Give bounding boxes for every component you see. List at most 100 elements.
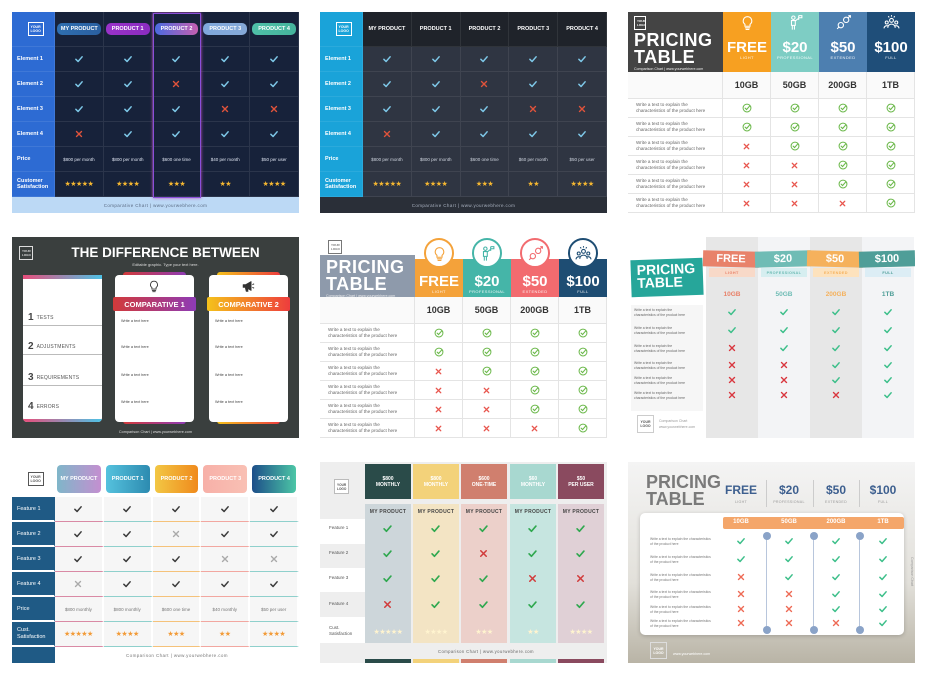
storage-value: 1TB [877,519,889,525]
matrix-cell [463,419,511,438]
cross-icon [171,529,181,539]
cross-icon [736,572,746,582]
tier-ribbon[interactable]: $100 [858,250,915,268]
divider [23,385,102,386]
matrix-cell [723,99,771,118]
template-card-column-comparison[interactable]: YOUR LOGO $800 MONTHLY MY PRODUCT ★★★★★ $800 M… [320,462,607,663]
bottom-strip [510,659,556,663]
tier-header[interactable]: FREE LIGHT [415,237,463,297]
check-icon [883,375,893,385]
product-name-pill[interactable]: PRODUCT 1 [105,465,150,493]
circle-check-icon [578,328,588,338]
template-card-pricing-table-circles[interactable]: PRICING TABLE Comparison Chart | www.yourw… [320,237,607,438]
product-name-pill[interactable]: PRODUCT 1 [105,23,150,35]
template-card-pricing-table-dark[interactable]: YOUR LOGO PRICING TABLE Comparison Chart | … [628,12,915,213]
product-name-pill[interactable]: MY PRODUCT [56,23,101,35]
price-header[interactable]: $60 MONTHLY [510,464,556,499]
tier-header[interactable]: $20 PROFESSIONAL [771,12,819,72]
template-card-difference-between[interactable]: YOUR LOGO THE DIFFERENCE BETWEEN Editable … [12,237,299,438]
product-name[interactable]: PRODUCT 3 [517,26,550,32]
matrix-cell [250,47,299,72]
template-card-pricing-table-ribbons[interactable]: FREE LIGHT 10GB $20 PROFESSIONAL 50GB $50 EXTEN… [628,237,915,438]
product-name-pill[interactable]: PRODUCT 3 [203,465,248,493]
storage-value: 10GB [734,80,759,90]
product-name-pill[interactable]: MY PRODUCT [56,465,101,493]
template-card-light-comparison[interactable]: YOUR LOGO MY PRODUCT PRODUCT 1 PRODUCT 2 PRO… [12,462,299,663]
check-icon [73,504,83,514]
matrix-cell [771,99,819,118]
tier-header[interactable]: $100 FULL [867,12,915,72]
tier-name-tag: LIGHT [709,268,755,277]
feature-text: Write a text to explain the characterist… [634,344,686,353]
tier-ribbon[interactable]: $20 [754,250,812,268]
cross-icon [784,604,794,614]
storage-cell: 10GB [415,297,463,324]
matrix-cell [509,72,559,97]
product-name-pill[interactable]: PRODUCT 3 [203,23,248,35]
price-cell: $40 per month [201,147,251,172]
price-header[interactable]: $800 MONTHLY [413,464,459,499]
feature-text: Write a text to explain the characterist… [320,362,415,381]
price-header[interactable]: $600 ONE-TIME [461,464,507,499]
product-name[interactable]: MY PRODUCT [368,26,406,32]
tier-header[interactable]: $100 FULL [559,237,607,297]
matrix-cell [152,572,202,597]
product-name-pill[interactable]: PRODUCT 2 [154,465,199,493]
check-icon [831,360,841,370]
header-price: $800 [430,475,442,482]
matrix-cell [250,547,299,572]
matrix-cell [415,362,463,381]
comparative-text: Write a text here [121,373,149,377]
matrix-cell [723,137,771,156]
price-cell: $600 one time [152,597,202,622]
product-name-pill[interactable]: PRODUCT 2 [154,23,199,35]
check-icon [171,129,181,139]
matrix-cell [511,324,559,343]
product-name[interactable]: PRODUCT 4 [566,26,598,32]
logo: YOUR LOGO [634,16,646,30]
template-card-dark-slate-comparison[interactable]: YOUR LOGO MY PRODUCT PRODUCT 1 PRODUCT 2 PRO… [320,12,607,213]
comparative-ribbon[interactable]: COMPARATIVE 1 [113,297,196,311]
product-name[interactable]: PRODUCT 2 [468,26,501,32]
bottom-strip [461,659,507,663]
cross-icon [784,589,794,599]
logo: YOUR LOGO [334,479,349,494]
product-name[interactable]: PRODUCT 1 [419,26,452,32]
template-card-pricing-table-bar[interactable]: PRICING TABLE FREE LIGHT $20 PROFESSIONAL $50 E… [628,462,915,663]
connector-line [859,536,861,630]
price-header[interactable]: $800 MONTHLY [365,464,411,499]
tier-ribbon[interactable]: FREE [702,250,760,268]
check-icon [577,54,587,64]
tier-header[interactable]: $20 PROFESSIONAL [463,237,511,297]
star-rating: ★★★★★ [373,629,403,636]
product-name-pill[interactable]: PRODUCT 4 [252,23,297,35]
matrix-cell [55,97,104,122]
storage-value: 200GB [826,519,846,525]
tier-price: $20 [474,273,500,290]
price-header[interactable]: $50 PER USER [558,464,604,499]
tier-header[interactable]: FREE LIGHT [723,12,771,72]
star-rating: ★★★★★ [64,181,94,188]
circle-check-icon [886,103,896,113]
price-value: $50 per user [261,156,287,162]
item-label: ADJUSTMENTS [36,343,76,350]
check-icon [269,79,279,89]
stars-cell: ★★★ [152,622,202,647]
comparative-ribbon[interactable]: COMPARATIVE 2 [207,297,290,311]
price-cell: $50 per user [558,147,607,172]
matrix-cell [771,175,819,194]
check-icon [575,599,586,610]
tier-header[interactable]: $50 EXTENDED [511,237,559,297]
product-name-pill[interactable]: PRODUCT 4 [252,465,297,493]
tier-header[interactable]: $50 EXTENDED [819,12,867,72]
cross-icon [434,405,443,414]
matrix-cell [152,522,202,547]
check-icon [727,325,737,335]
person-flag-icon [479,245,496,262]
label-band [320,617,365,643]
template-card-dark-blue-comparison[interactable]: YOUR LOGO MY PRODUCT PRODUCT 1 PRODUCT 2 PRO… [12,12,299,213]
tier-ribbon[interactable]: $50 [806,250,864,268]
product-header: PRODUCT 2 [460,12,510,47]
circle-check-icon [742,103,752,113]
check-icon [575,523,586,534]
